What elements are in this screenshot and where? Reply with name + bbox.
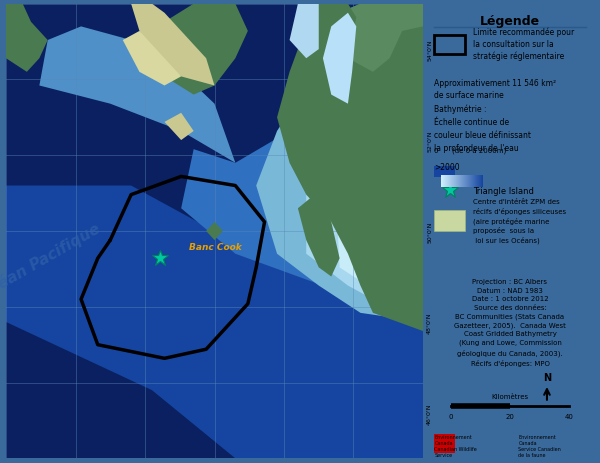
Text: 40: 40: [565, 413, 573, 419]
Text: Environnement
Canada
Service Canadien
de la faune: Environnement Canada Service Canadien de…: [518, 434, 561, 457]
Polygon shape: [123, 32, 181, 86]
Text: Océan Pacifique: Océan Pacifique: [0, 220, 103, 302]
Text: Bathymétrie :: Bathymétrie :: [434, 104, 487, 113]
Text: couleur bleue définissant: couleur bleue définissant: [434, 131, 532, 140]
Text: Échelle continue de: Échelle continue de: [434, 118, 509, 126]
Text: Légende: Légende: [480, 15, 540, 28]
Bar: [434, 211, 464, 232]
Polygon shape: [331, 5, 423, 73]
Text: >2000: >2000: [434, 163, 460, 171]
Polygon shape: [152, 5, 248, 95]
Text: 50°0'N: 50°0'N: [427, 221, 432, 242]
Polygon shape: [181, 105, 423, 300]
Text: 0: 0: [449, 413, 454, 419]
Polygon shape: [306, 37, 423, 313]
Text: la profondeur de l'eau: la profondeur de l'eau: [434, 144, 519, 153]
Polygon shape: [6, 186, 423, 458]
Text: Projection : BC Albers
Datum : NAD 1983
Date : 1 octobre 2012
Source des données: Projection : BC Albers Datum : NAD 1983 …: [454, 279, 566, 366]
Text: 0      (de 0 à 2000m): 0 (de 0 à 2000m): [434, 148, 506, 155]
Polygon shape: [298, 195, 340, 277]
Polygon shape: [206, 222, 223, 241]
Text: 54°0'N: 54°0'N: [0, 39, 2, 61]
Text: 46°0'N: 46°0'N: [427, 402, 432, 424]
Polygon shape: [331, 23, 423, 304]
Text: 50°0'N: 50°0'N: [0, 221, 2, 242]
Polygon shape: [6, 5, 48, 73]
Polygon shape: [323, 14, 356, 105]
Text: Banc Cook: Banc Cook: [190, 243, 242, 252]
Text: Triangle Island: Triangle Island: [473, 186, 534, 195]
Text: 54°0'N: 54°0'N: [427, 39, 432, 61]
Text: 52°0'N: 52°0'N: [0, 130, 2, 151]
Polygon shape: [290, 5, 319, 59]
Text: Limite recommandée pour
la consultation sur la
stratégie réglementaire: Limite recommandée pour la consultation …: [473, 27, 574, 61]
Text: 52°0'N: 52°0'N: [427, 130, 432, 151]
Text: Approximativement 11 546 km²
de surface marine: Approximativement 11 546 km² de surface …: [434, 79, 557, 100]
Bar: [434, 167, 455, 177]
Text: 48°0'N: 48°0'N: [0, 312, 2, 333]
Polygon shape: [277, 5, 423, 332]
Text: 20: 20: [506, 413, 514, 419]
Text: Kilomètres: Kilomètres: [491, 394, 529, 400]
Polygon shape: [164, 113, 194, 141]
Polygon shape: [131, 5, 215, 86]
Polygon shape: [256, 59, 423, 322]
Text: 46°0'N: 46°0'N: [0, 402, 2, 424]
Polygon shape: [40, 27, 235, 163]
Text: Centre d'intérêt ZPM des
récifs d'éponges siliceuses
(aire protégée marine
propo: Centre d'intérêt ZPM des récifs d'éponge…: [473, 199, 566, 243]
Bar: [434, 434, 455, 453]
Text: Environnement
Canada
Canadian Wildlife
Service: Environnement Canada Canadian Wildlife S…: [434, 434, 477, 457]
Polygon shape: [306, 5, 356, 59]
Text: N: N: [543, 373, 551, 382]
Text: 48°0'N: 48°0'N: [427, 312, 432, 333]
